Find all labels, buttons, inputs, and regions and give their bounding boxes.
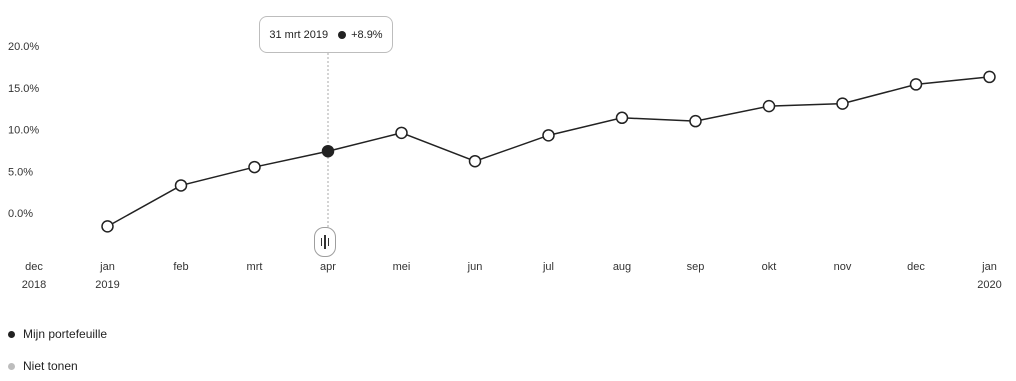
x-tick-year-label: 2018 [22,279,46,291]
data-point[interactable] [248,160,261,174]
data-point[interactable] [395,126,408,140]
data-point[interactable] [468,154,482,168]
x-tick-label: jan [99,261,115,273]
x-tick-label: jan [981,261,997,273]
x-tick-label: mrt [247,261,263,273]
y-tick-label: 15.0% [8,83,39,95]
legend-item-niet-tonen[interactable]: Niet tonen [8,359,78,373]
legend-dot-icon [8,330,15,338]
line-chart: 20.0% 15.0% 10.0% 5.0% 0.0% dec 2018 jan 2019 fe… [8,41,1002,291]
tooltip-series-dot [338,30,347,39]
data-point[interactable] [542,129,555,142]
data-point[interactable] [689,114,702,128]
y-tick-label: 0.0% [8,208,33,220]
y-tick-label: 5.0% [8,166,33,178]
data-point-highlighted[interactable] [321,144,335,158]
x-tick-label: dec [25,261,43,273]
y-tick-label: 10.0% [8,125,39,137]
legend-item-mijn-portefeuille[interactable]: Mijn portefeuille [8,327,107,341]
data-point[interactable] [762,99,776,113]
data-point[interactable] [983,70,996,84]
x-tick-year-label: 2019 [95,279,119,291]
drag-handle-icon[interactable] [314,227,336,257]
tooltip-value: +8.9% [351,28,383,41]
data-point[interactable] [836,97,849,110]
x-tick-label: sep [687,261,705,273]
data-point[interactable] [615,111,629,125]
data-point[interactable] [174,179,188,192]
legend-label: Niet tonen [23,359,78,373]
x-axis-ticks: dec 2018 jan 2019 feb mrt apr mei jun jul aug sep ok… [22,261,1002,291]
y-tick-label: 20.0% [8,41,39,53]
legend-label: Mijn portefeuille [23,327,108,341]
x-tick-label: mei [393,261,411,273]
x-tick-label: okt [762,261,777,273]
legend-dot-icon [8,362,15,370]
tooltip-value-group: +8.9% [338,29,383,41]
data-point[interactable] [909,78,923,91]
x-tick-label: jun [467,261,483,273]
x-tick-label: aug [613,261,631,273]
x-tick-label: jul [542,261,554,273]
y-axis-ticks: 20.0% 15.0% 10.0% 5.0% 0.0% [8,41,39,220]
tooltip-date: 31 mrt 2019 [269,28,329,41]
series-line-mijn-portefeuille [107,76,990,228]
tooltip: 31 mrt 2019 +8.9% [259,16,393,53]
x-tick-label: nov [834,261,852,273]
series-points [101,70,996,233]
data-point[interactable] [101,220,114,233]
x-tick-label: dec [907,261,925,273]
x-tick-label: apr [320,261,336,273]
x-tick-year-label: 2020 [977,279,1001,291]
x-tick-label: feb [173,261,188,273]
